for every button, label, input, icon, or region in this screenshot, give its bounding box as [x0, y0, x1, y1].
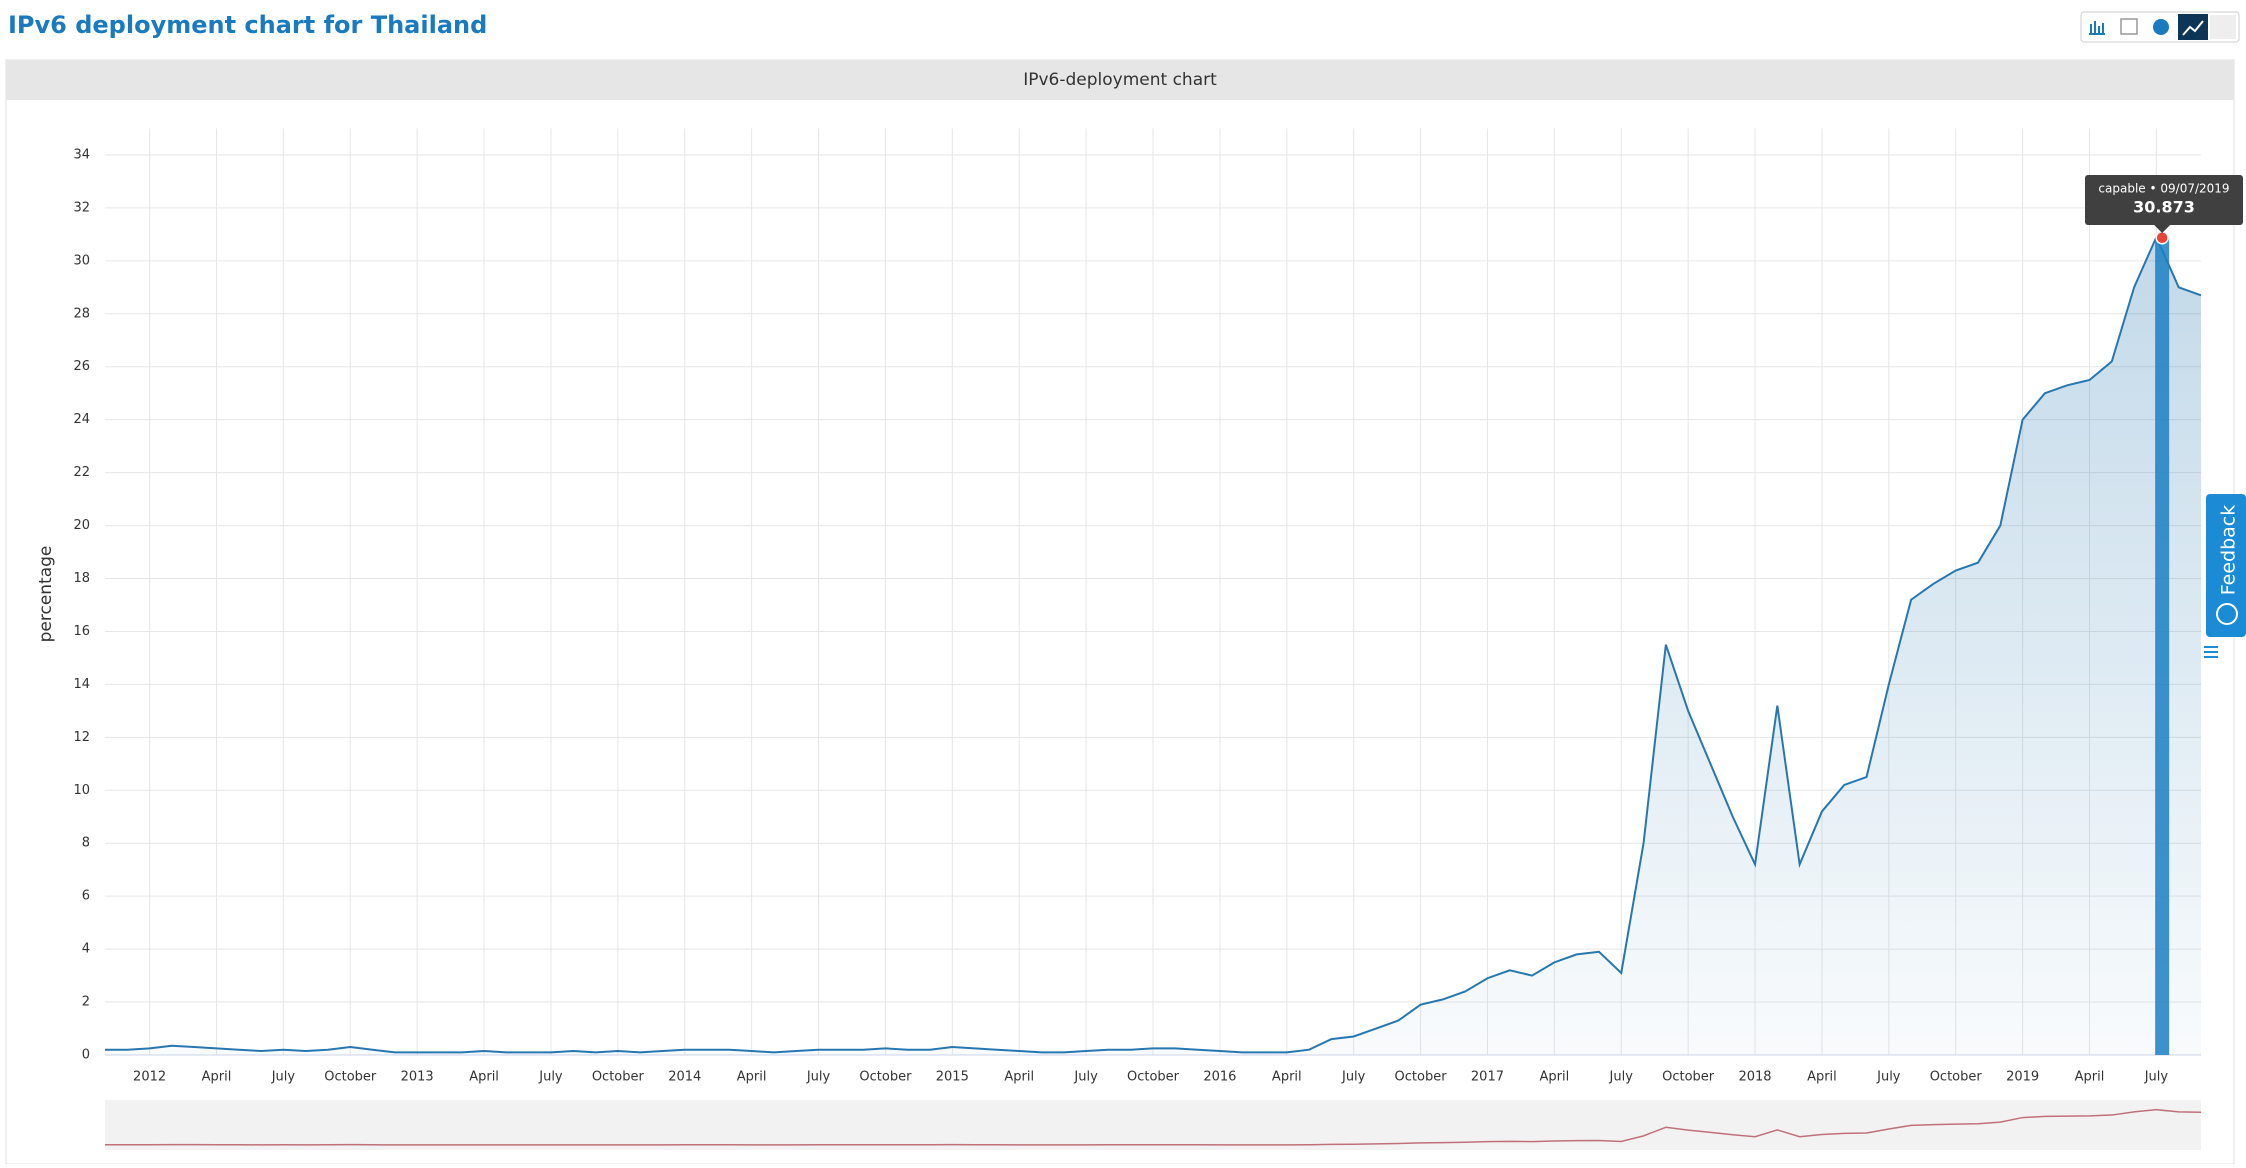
y-axis-label: percentage [36, 546, 56, 643]
y-tick-label: 0 [82, 1048, 90, 1063]
line [105, 234, 2202, 1054]
y-tick-label: 12 [73, 730, 90, 745]
y-tick-label: 10 [73, 783, 90, 798]
disabled-button[interactable] [2210, 15, 2236, 39]
x-tick-label: April [1004, 1070, 1034, 1085]
x-tick-label: July [806, 1070, 831, 1085]
x-tick-label: October [1930, 1070, 1983, 1085]
hover-point [2155, 230, 2169, 245]
x-tick-label: October [592, 1070, 645, 1085]
x-tick-label: October [324, 1070, 377, 1085]
x-tick-label: April [737, 1070, 767, 1085]
x-tick-label: 2015 [936, 1070, 969, 1085]
x-tick-label: 2017 [1471, 1070, 1504, 1085]
x-tick-label: April [1807, 1070, 1837, 1085]
x-tick-label: October [1395, 1070, 1448, 1085]
tooltip-header: capable • 09/07/2019 [2098, 182, 2229, 196]
x-tick-label: July [1073, 1070, 1098, 1085]
y-tick-label: 34 [73, 147, 90, 162]
line-view-button[interactable] [2178, 14, 2208, 40]
x-tick-label: July [538, 1070, 563, 1085]
feedback-label: Feedback [2218, 505, 2240, 595]
menu-icon[interactable] [2204, 646, 2218, 658]
x-tick-label: 2019 [2006, 1070, 2039, 1085]
chart-title: IPv6-deployment chart [1023, 70, 1217, 90]
y-tick-label: 18 [73, 571, 90, 586]
x-tick-label: October [1662, 1070, 1715, 1085]
x-tick-label: 2016 [1203, 1070, 1236, 1085]
feedback-icon [2216, 603, 2238, 625]
page-title: IPv6 deployment chart for Thailand [8, 11, 487, 39]
x-tick-label: July [2144, 1070, 2169, 1085]
x-tick-label: April [2075, 1070, 2105, 1085]
y-tick-label: 30 [73, 253, 90, 268]
y-tick-label: 16 [73, 624, 90, 639]
y-tick-label: 26 [73, 359, 90, 374]
tooltip-box [2085, 175, 2243, 225]
y-tick-label: 22 [73, 465, 90, 480]
feedback-tab[interactable]: Feedback [2206, 494, 2246, 637]
y-tick-label: 8 [82, 836, 90, 851]
x-tick-label: July [1341, 1070, 1366, 1085]
x-tick-label: October [1127, 1070, 1180, 1085]
tooltip-pointer [2154, 225, 2171, 233]
tooltip: capable • 09/07/2019 30.873 [2085, 175, 2243, 233]
x-tick-label: 2013 [401, 1070, 434, 1085]
y-tick-label: 20 [73, 518, 90, 533]
x-tick-label: July [1609, 1070, 1634, 1085]
x-tick-label: July [271, 1070, 296, 1085]
line-icon [2182, 20, 2204, 36]
feedback-background [2206, 494, 2246, 637]
chart-header [6, 60, 2234, 100]
x-tick-label: 2014 [668, 1070, 701, 1085]
y-tick-label: 2 [82, 995, 90, 1010]
y-tick-label: 14 [73, 677, 90, 692]
x-tick-label: April [1272, 1070, 1302, 1085]
area [105, 237, 2201, 1056]
navigator [105, 1100, 2201, 1150]
map-view-button[interactable] [2153, 19, 2169, 35]
toolbar [2080, 11, 2240, 43]
y-tick-label: 6 [82, 889, 90, 904]
bar-icon [2089, 21, 2105, 35]
table-icon [2120, 18, 2138, 35]
tooltip-value: 30.873 [2133, 198, 2195, 217]
x-tick-label: October [859, 1070, 912, 1085]
navigator-line [105, 1108, 2202, 1146]
x-tick-label: April [1540, 1070, 1570, 1085]
y-tick-label: 28 [73, 306, 90, 321]
x-tick-label: 2012 [133, 1070, 166, 1085]
x-tick-label: 2018 [1738, 1070, 1771, 1085]
hover-band [2155, 237, 2170, 1056]
y-tick-label: 24 [73, 412, 90, 427]
x-tick-label: July [1876, 1070, 1901, 1085]
y-tick-label: 4 [82, 942, 90, 957]
y-tick-label: 32 [73, 200, 90, 215]
bar-view-button[interactable] [2084, 15, 2110, 39]
x-tick-label: April [469, 1070, 499, 1085]
x-tick-label: April [202, 1070, 232, 1085]
